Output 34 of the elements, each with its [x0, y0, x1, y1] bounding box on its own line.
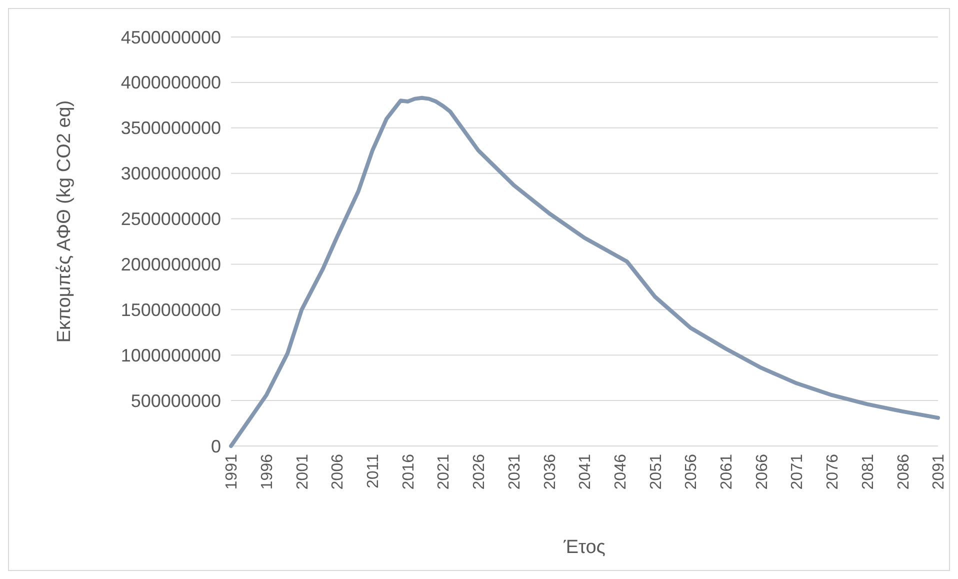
x-tick-label: 2066 [754, 454, 771, 490]
y-tick-label: 1000000000 [120, 345, 221, 366]
y-tick-label: 4500000000 [120, 27, 221, 48]
x-axis-title: Έτος [562, 537, 606, 558]
y-tick-label: 4000000000 [120, 72, 221, 93]
x-tick-label: 2016 [400, 454, 418, 490]
x-tick-label: 2031 [506, 454, 524, 490]
y-tick-label: 3000000000 [120, 164, 221, 184]
x-tick-label: 2021 [436, 454, 453, 490]
line-series [229, 96, 940, 448]
y-tick-label: 2000000000 [120, 254, 221, 275]
y-axis-title: Εκπομπές ΑΦΘ (kg CO2 eq) [54, 100, 75, 343]
x-tick-label: 2001 [294, 454, 312, 490]
x-tick-label: 1996 [258, 454, 276, 490]
x-tick-label: 2041 [577, 454, 594, 490]
y-tick-label: 2500000000 [120, 209, 221, 230]
y-tick-label: 3500000000 [120, 118, 221, 138]
x-tick-label: 2051 [648, 454, 665, 490]
x-tick-label: 2071 [789, 454, 806, 490]
y-tick-label: 500000000 [130, 390, 221, 411]
x-tick-label: 2076 [824, 454, 842, 490]
x-tick-label: 2036 [542, 454, 559, 490]
x-tick-label: 2086 [895, 454, 912, 490]
x-tick-label: 2061 [718, 454, 736, 490]
y-tick-label: 0 [210, 436, 221, 456]
x-tick-label: 2091 [930, 454, 948, 490]
x-tick-label: 2026 [471, 454, 488, 490]
x-tick-label: 2006 [330, 454, 347, 490]
x-tick-label: 1991 [224, 454, 241, 490]
x-tick-label: 2046 [612, 454, 630, 490]
x-tick-label: 2056 [683, 454, 700, 490]
x-tick-label: 2011 [365, 454, 382, 488]
x-tick-label: 2081 [860, 454, 877, 490]
y-tick-label: 1500000000 [120, 300, 221, 320]
